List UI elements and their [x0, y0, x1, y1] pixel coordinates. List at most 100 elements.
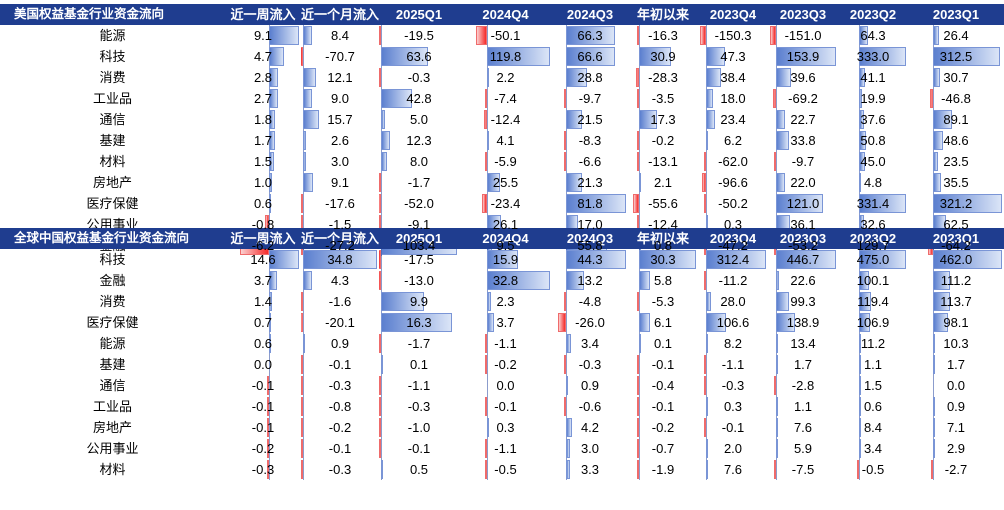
us-cell-value: 22.7 — [790, 112, 816, 127]
cn-cell-value: 0.3 — [723, 399, 743, 414]
us-cell: -96.6 — [698, 172, 768, 193]
cn-cell: -13.0 — [379, 270, 459, 291]
us-cell-value: 4.7 — [253, 49, 273, 64]
us-negative-bar — [485, 152, 487, 171]
cn-zero-axis — [639, 375, 640, 396]
cn-negative-bar — [301, 355, 303, 374]
cn-positive-bar — [706, 460, 708, 479]
cn-positive-bar — [639, 271, 650, 290]
cn-cell-value: 11.2 — [860, 336, 886, 351]
us-cell-value: -53.2 — [788, 238, 818, 253]
cn-cell-value: 1.7 — [946, 357, 966, 372]
us-negative-bar — [301, 47, 303, 66]
cn-cell: -17.5 — [379, 249, 459, 270]
us-cell: 312.5 — [908, 46, 1004, 67]
cn-cell: 4.3 — [301, 270, 379, 291]
cn-cell: 0.6 — [838, 396, 908, 417]
cn-table-row: 科技 14.6 34.8 -17.5 15.9 44.3 30.3 312.4 446.7 475… — [0, 249, 1004, 270]
us-row-label: 医疗保健 — [86, 196, 139, 211]
cn-cell: 0.0 — [225, 354, 301, 375]
cn-positive-bar — [776, 334, 778, 353]
cn-zero-axis — [381, 375, 382, 396]
us-cell: 28.8 — [552, 67, 628, 88]
cn-cell-value: -11.2 — [718, 273, 748, 288]
us-cell: 15.7 — [301, 109, 379, 130]
cn-positive-bar — [487, 418, 489, 437]
us-cell-value: -28.3 — [648, 70, 678, 85]
cn-cell: 0.1 — [379, 354, 459, 375]
us-cell-value: 4.1 — [496, 133, 515, 148]
us-negative-bar — [379, 194, 381, 213]
cn-cell-value: 34.8 — [327, 252, 353, 267]
us-cell: 0.6 — [225, 193, 301, 214]
us-table-header-row: 美国权益基金行业资金流向 近一周流入 近一个月流入 2025Q1 2024Q4 2024… — [0, 4, 1004, 25]
cn-cell-value: -0.1 — [251, 399, 275, 414]
us-cell-value: 15.7 — [327, 112, 353, 127]
cn-positive-bar — [776, 271, 779, 290]
us-positive-bar — [381, 89, 412, 108]
cn-zero-axis — [706, 270, 707, 291]
us-positive-bar — [933, 194, 1002, 213]
us-positive-bar — [381, 152, 387, 171]
us-negative-bar — [379, 26, 381, 45]
cn-positive-bar — [487, 250, 518, 269]
us-cell-value: -52.0 — [404, 196, 434, 211]
us-positive-bar — [269, 68, 278, 87]
us-cell-value: -150.3 — [714, 28, 752, 43]
cn-cell: 15.9 — [459, 249, 552, 270]
us-cell: 48.6 — [908, 130, 1004, 151]
cn-cell-value: 3.7 — [496, 315, 515, 330]
us-cell-value: 35.5 — [943, 175, 969, 190]
cn-cell-value: -0.5 — [494, 462, 517, 477]
us-cell-value: 321.2 — [939, 196, 973, 211]
us-cell: 47.3 — [698, 46, 768, 67]
cn-cell: 1.7 — [768, 354, 838, 375]
us-positive-bar — [487, 68, 489, 87]
cn-negative-bar — [485, 355, 487, 374]
us-negative-bar — [637, 26, 639, 45]
cn-cell: 2.3 — [459, 291, 552, 312]
cn-negative-bar — [637, 376, 639, 395]
us-positive-bar — [269, 47, 284, 66]
cn-cell-value: 446.7 — [786, 252, 820, 267]
cn-cell-value: 3.3 — [580, 462, 600, 477]
us-cell-value: 41.1 — [860, 70, 886, 85]
cn-zero-axis — [933, 459, 934, 480]
us-cell: 21.3 — [552, 172, 628, 193]
us-cell-value: 21.3 — [577, 175, 603, 190]
cn-cell: 106.9 — [838, 312, 908, 333]
cn-cell: 0.6 — [225, 333, 301, 354]
cn-cell: -0.3 — [379, 396, 459, 417]
us-cell-value: 153.9 — [786, 49, 820, 64]
cn-cell: 119.4 — [838, 291, 908, 312]
cn-cell: 0.9 — [908, 396, 1004, 417]
cn-cell: -0.1 — [225, 396, 301, 417]
cn-cell-value: 3.0 — [580, 441, 600, 456]
us-cell-value: 25.5 — [492, 175, 519, 190]
cn-positive-bar — [859, 292, 871, 311]
cn-cell-value: -0.1 — [494, 399, 517, 414]
us-positive-bar — [487, 47, 550, 66]
cn-negative-bar — [301, 292, 303, 311]
cn-cell: 312.4 — [698, 249, 768, 270]
us-zero-axis — [269, 214, 270, 235]
cn-negative-bar — [485, 397, 487, 416]
cn-positive-bar — [933, 250, 1002, 269]
cn-negative-bar — [301, 397, 303, 416]
cn-cell-value: 98.1 — [943, 315, 969, 330]
cn-cell: -7.5 — [768, 459, 838, 480]
us-positive-bar — [269, 131, 275, 150]
cn-negative-bar — [637, 460, 639, 479]
us-table-row: 房地产 1.0 9.1 -1.7 25.5 21.3 2.1 -96.6 22.0 4.8 35.5 — [0, 172, 1004, 193]
cn-positive-bar — [776, 355, 778, 374]
us-cell-value: -5.9 — [494, 154, 517, 169]
cn-cell: 3.7 — [459, 312, 552, 333]
cn-positive-bar — [566, 376, 568, 395]
us-cell-value: 5.0 — [409, 112, 429, 127]
us-cell-value: 62.5 — [943, 217, 969, 232]
us-cell: -69.2 — [768, 88, 838, 109]
cn-zero-axis — [639, 438, 640, 459]
cn-table-row: 房地产 -0.1 -0.2 -1.0 0.3 4.2 -0.2 -0.1 7.6 8.4 7.1 — [0, 417, 1004, 438]
us-cell-value: 2.6 — [330, 133, 350, 148]
cn-zero-axis — [303, 438, 304, 459]
